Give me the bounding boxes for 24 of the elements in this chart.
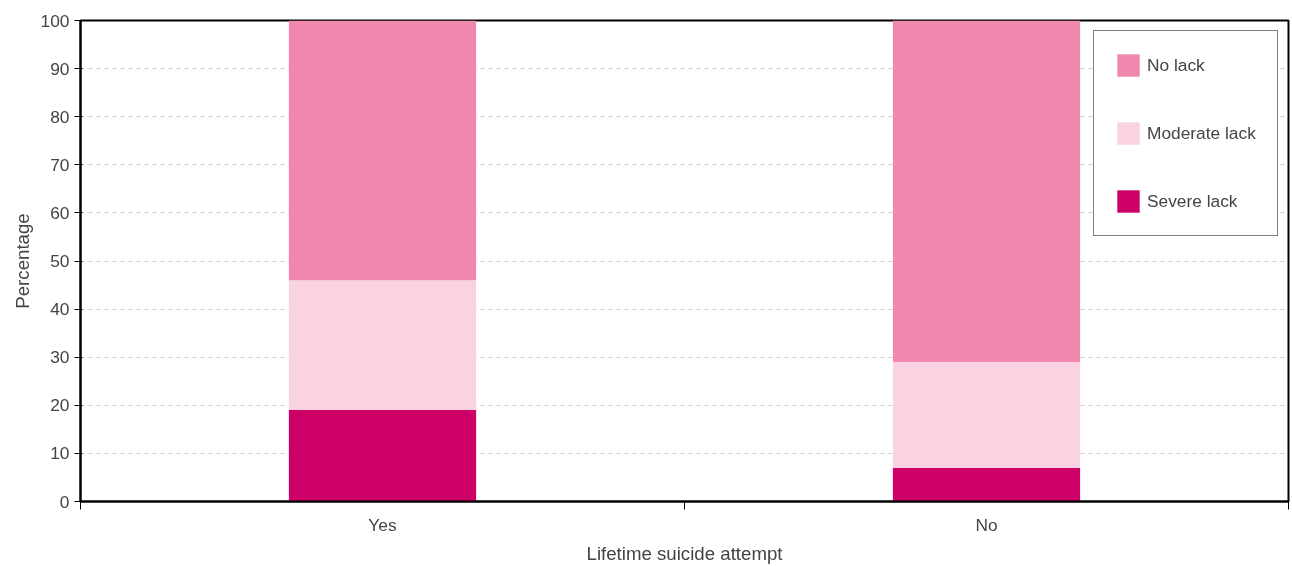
y-tick-label: 70 [50, 154, 70, 175]
x-axis-title: Lifetime suicide attempt [586, 542, 784, 564]
legend-label: Severe lack [1147, 190, 1239, 212]
y-tick-label: 20 [50, 395, 70, 416]
bar [288, 280, 477, 411]
y-axis-title: Percentage [11, 213, 33, 309]
y-tick-label: 30 [50, 347, 70, 368]
y-tick-label: 100 [40, 10, 70, 31]
y-tick-label: 60 [50, 202, 70, 223]
y-tick-label: 80 [50, 106, 70, 127]
legend-label: No lack [1147, 54, 1206, 76]
x-tick-label: No [975, 514, 998, 535]
x-tick-label: Yes [368, 514, 397, 535]
bar [892, 467, 1081, 502]
bar [288, 410, 477, 502]
bar [892, 362, 1081, 468]
y-tick-label: 90 [50, 58, 70, 79]
y-tick-label: 50 [50, 251, 70, 271]
bar [892, 20, 1081, 363]
legend-label: Moderate lack [1147, 122, 1257, 144]
y-tick-label: 0 [59, 491, 70, 512]
y-tick-label: 10 [50, 443, 70, 464]
bar [288, 20, 477, 281]
y-tick-label: 40 [50, 299, 70, 320]
